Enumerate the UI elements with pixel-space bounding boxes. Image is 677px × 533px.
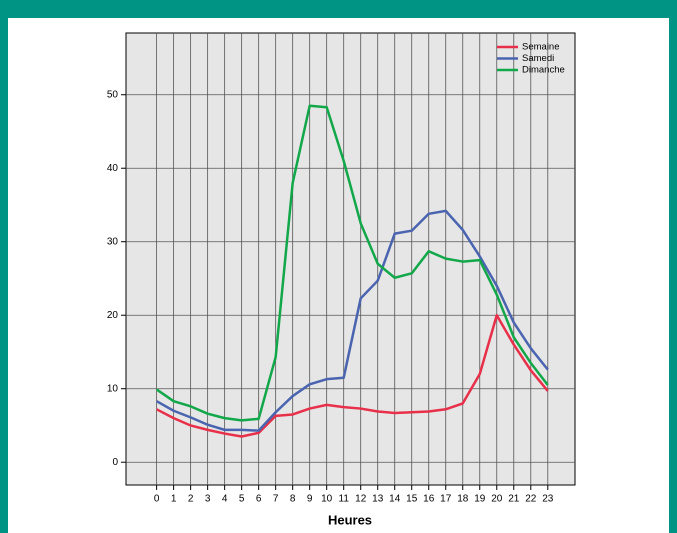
x-tick-label: 8 bbox=[290, 494, 296, 505]
legend-label: Semaine bbox=[522, 42, 560, 53]
x-tick-label: 5 bbox=[239, 494, 245, 505]
series-line bbox=[156, 313, 549, 438]
x-tick-label: 6 bbox=[256, 494, 262, 505]
series-line bbox=[156, 209, 549, 432]
y-tick-label: 30 bbox=[107, 236, 119, 247]
x-tick-label: 11 bbox=[339, 494, 350, 505]
x-tick-label: 12 bbox=[355, 494, 367, 505]
x-tick-label: 7 bbox=[273, 494, 279, 505]
x-tick-label: 21 bbox=[508, 494, 520, 505]
x-tick-label: 10 bbox=[321, 494, 333, 505]
y-tick-label: 0 bbox=[112, 457, 118, 468]
x-tick-label: 0 bbox=[154, 494, 160, 505]
y-tick-label: 40 bbox=[107, 163, 119, 174]
x-tick-label: 9 bbox=[307, 494, 313, 505]
x-tick-label: 15 bbox=[406, 494, 418, 505]
x-tick-label: 18 bbox=[457, 494, 469, 505]
legend-label: Samedi bbox=[522, 53, 554, 64]
x-axis-label: Heures bbox=[328, 512, 372, 527]
x-tick-label: 13 bbox=[372, 494, 384, 505]
x-tick-label: 20 bbox=[491, 494, 503, 505]
x-tick-label: 14 bbox=[389, 494, 401, 505]
header-bar bbox=[0, 0, 677, 18]
y-tick-label: 10 bbox=[107, 383, 119, 394]
x-tick-label: 1 bbox=[171, 494, 177, 505]
x-tick-label: 4 bbox=[222, 494, 228, 505]
x-tick-label: 3 bbox=[205, 494, 211, 505]
x-tick-label: 17 bbox=[440, 494, 452, 505]
y-tick-label: 50 bbox=[107, 89, 119, 100]
x-tick-label: 22 bbox=[525, 494, 537, 505]
left-border bbox=[0, 0, 8, 533]
x-tick-label: 23 bbox=[542, 494, 554, 505]
y-tick-label: 20 bbox=[107, 310, 119, 321]
right-border bbox=[669, 0, 677, 533]
x-tick-label: 2 bbox=[188, 494, 194, 505]
legend-label: Dimanche bbox=[522, 65, 565, 76]
x-tick-label: 19 bbox=[474, 494, 486, 505]
x-tick-label: 16 bbox=[423, 494, 435, 505]
series-line bbox=[155, 104, 549, 422]
